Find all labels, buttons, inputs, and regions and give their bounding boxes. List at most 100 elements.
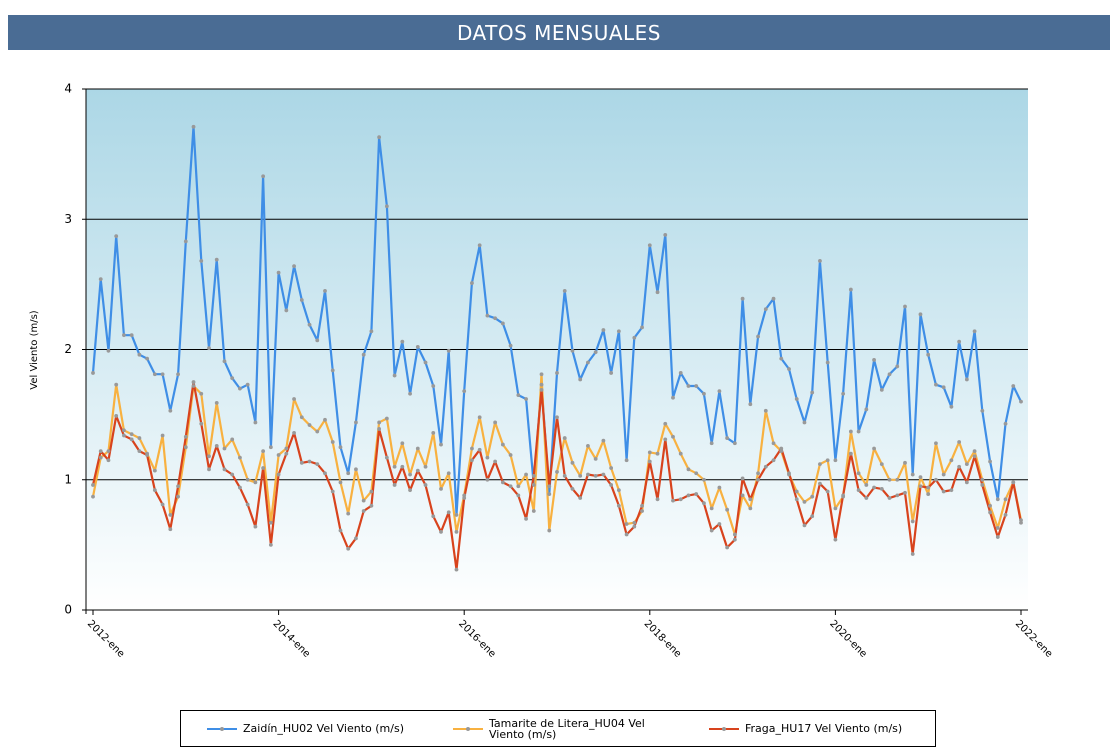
data-point (245, 477, 250, 482)
data-point (315, 429, 320, 434)
data-point (98, 277, 103, 282)
data-point (926, 485, 931, 490)
data-point (647, 243, 652, 248)
data-point (995, 535, 1000, 539)
data-point (833, 458, 838, 463)
data-point (462, 496, 467, 500)
data-point (369, 329, 374, 334)
data-point (245, 382, 250, 387)
data-point (586, 472, 590, 477)
data-point (941, 489, 946, 494)
data-point (964, 480, 969, 485)
data-point (593, 473, 598, 478)
data-point (114, 234, 119, 239)
data-point (152, 468, 157, 473)
data-point (292, 264, 296, 269)
data-point (771, 296, 776, 301)
data-point (207, 346, 211, 351)
x-tick-label: 2022-ene (1013, 618, 1055, 660)
data-point (377, 135, 382, 140)
data-point (531, 509, 536, 513)
data-point (284, 451, 289, 456)
data-point (539, 387, 544, 392)
data-point (740, 476, 745, 481)
data-point (694, 384, 699, 388)
data-point (616, 329, 621, 334)
data-point (586, 443, 590, 448)
data-point (493, 316, 498, 321)
data-point (539, 382, 544, 387)
data-point (609, 371, 614, 375)
data-point (678, 497, 683, 502)
data-point (1019, 518, 1023, 523)
data-point (183, 445, 188, 450)
data-point (129, 437, 134, 442)
data-point (578, 377, 583, 382)
data-point (616, 503, 621, 508)
data-point (709, 441, 714, 446)
data-point (307, 322, 312, 327)
data-point (454, 529, 459, 534)
data-point (702, 477, 706, 482)
data-point (423, 464, 428, 469)
data-point (624, 458, 629, 463)
data-point (941, 472, 946, 477)
x-tick-label: 2012-ene (85, 618, 127, 660)
data-point (299, 415, 304, 420)
data-point (717, 389, 722, 394)
data-point (284, 308, 289, 313)
data-point (918, 475, 923, 480)
data-point (137, 352, 142, 357)
data-point (833, 506, 838, 511)
data-point (895, 364, 900, 369)
data-point (616, 488, 621, 493)
data-point (354, 420, 358, 425)
data-point (570, 348, 575, 353)
data-point (214, 443, 219, 448)
y-tick-label: 3 (64, 212, 72, 226)
data-point (323, 471, 327, 476)
data-point (485, 455, 490, 460)
data-point (168, 527, 173, 532)
legend-label: Fraga_HU17 Vel Viento (m/s) (745, 722, 903, 735)
data-point (555, 371, 559, 375)
data-point (794, 489, 799, 494)
data-point (903, 490, 907, 495)
data-point (601, 328, 606, 332)
data-point (640, 325, 644, 330)
legend-item: Zaidín_HU02 Vel Viento (m/s) (207, 723, 427, 734)
data-point (949, 404, 954, 409)
data-point (1011, 480, 1016, 485)
data-point (199, 391, 204, 396)
data-point (408, 391, 412, 396)
data-point (995, 526, 1000, 530)
data-point (725, 436, 730, 440)
data-point (903, 460, 907, 465)
data-point (191, 124, 196, 129)
data-point (145, 453, 150, 457)
data-point (825, 489, 830, 494)
data-point (354, 536, 358, 541)
data-point (794, 497, 799, 502)
data-point (872, 446, 876, 451)
data-point (160, 372, 165, 377)
data-point (346, 546, 351, 551)
data-point (624, 522, 629, 526)
data-point (1019, 520, 1023, 525)
data-point (230, 472, 235, 477)
data-point (500, 480, 505, 485)
data-point (903, 304, 907, 309)
data-point (423, 360, 428, 365)
data-point (864, 483, 869, 487)
data-point (848, 287, 853, 292)
data-point (601, 438, 606, 443)
data-point (431, 514, 436, 519)
data-point (508, 343, 513, 348)
data-point (887, 372, 892, 377)
data-point (462, 389, 467, 394)
data-point (176, 494, 180, 499)
data-point (222, 446, 227, 451)
data-point (740, 296, 745, 301)
data-point (802, 499, 807, 504)
